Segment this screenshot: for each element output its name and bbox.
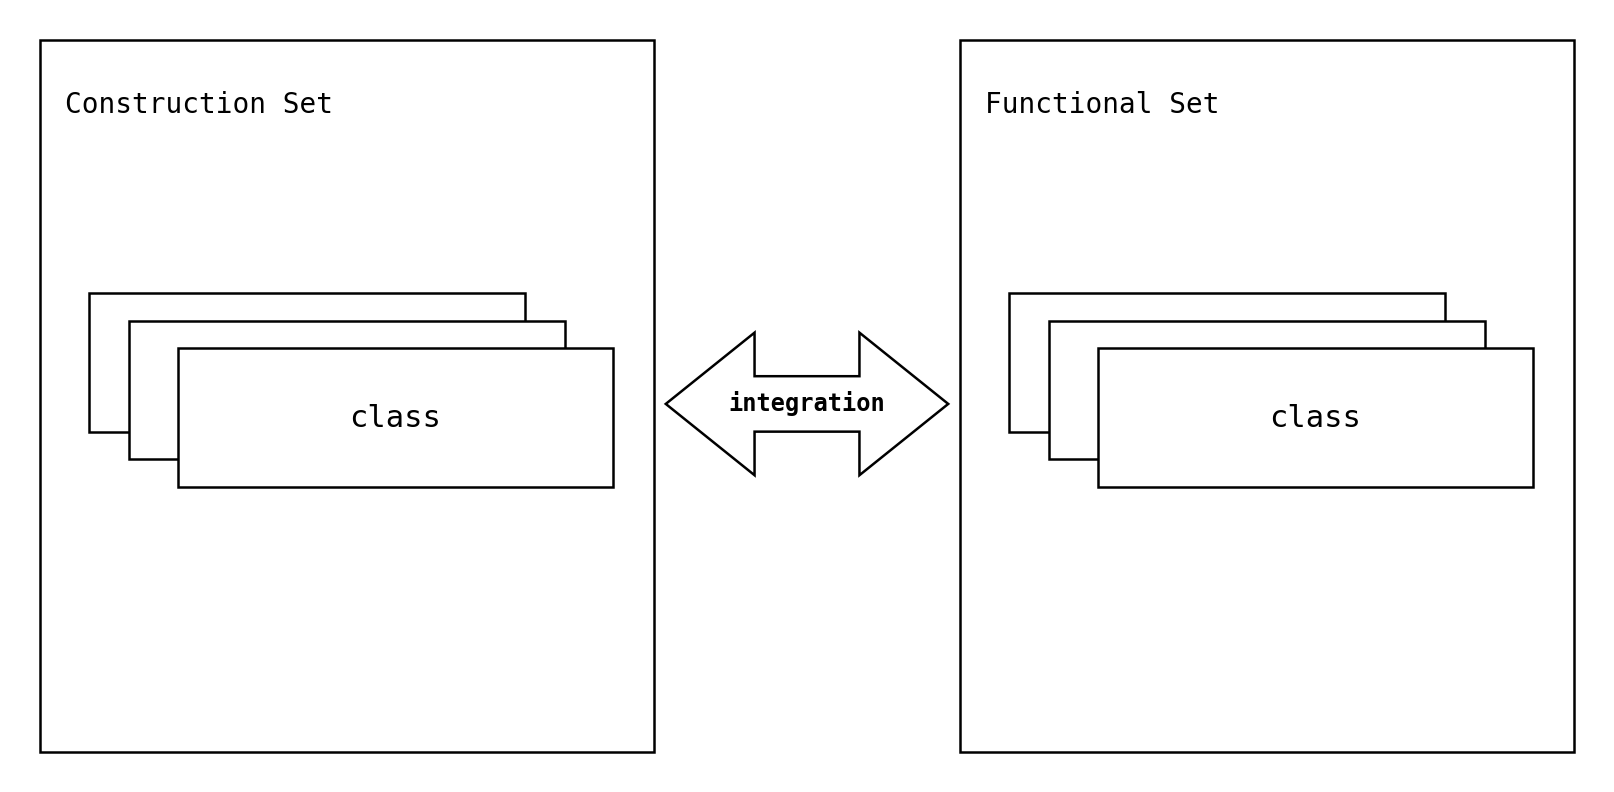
Bar bbox=[40, 40, 654, 752]
Text: integration: integration bbox=[728, 391, 886, 417]
Text: class: class bbox=[1270, 404, 1361, 432]
Text: Construction Set: Construction Set bbox=[65, 91, 332, 119]
Bar bbox=[1009, 293, 1445, 432]
Bar bbox=[1049, 321, 1485, 459]
Text: Functional Set: Functional Set bbox=[985, 91, 1219, 119]
Bar bbox=[178, 348, 613, 487]
Bar bbox=[129, 321, 565, 459]
Bar bbox=[1098, 348, 1533, 487]
Bar bbox=[89, 293, 525, 432]
Text: class: class bbox=[350, 404, 441, 432]
Polygon shape bbox=[665, 333, 949, 475]
Bar bbox=[960, 40, 1574, 752]
